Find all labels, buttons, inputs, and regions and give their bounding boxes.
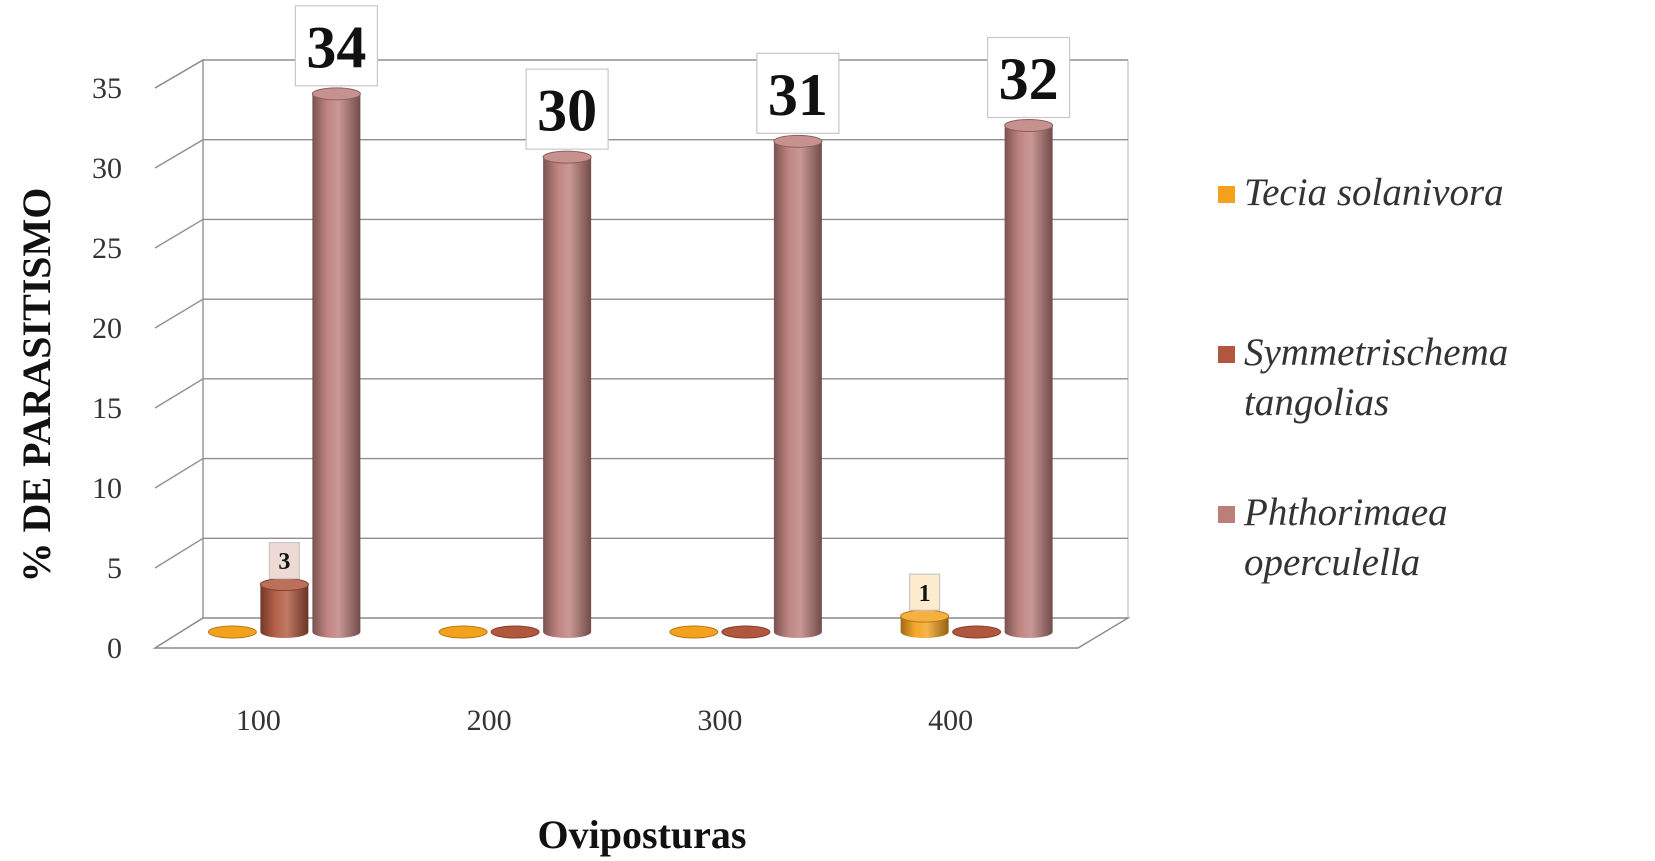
data-label: 30	[525, 68, 609, 150]
y-tick-label: 20	[92, 312, 122, 345]
y-tick-label: 15	[92, 392, 122, 425]
gridline	[154, 378, 1128, 409]
gridlines	[154, 59, 1128, 569]
gridline	[154, 218, 1128, 249]
bar-2-300	[773, 141, 822, 639]
data-label-text: 3	[278, 549, 290, 575]
bar-top-2-100	[311, 87, 361, 101]
gridline	[154, 457, 1128, 489]
legend-label: operculella	[1244, 541, 1420, 584]
bar-1-300	[721, 625, 771, 639]
bar-top-2-300	[773, 134, 823, 148]
bar-2-100	[312, 93, 361, 639]
x-tick-label: 400	[928, 704, 973, 737]
data-label: 34	[294, 5, 378, 87]
legend-item: Tecia solanivora	[1218, 171, 1504, 214]
y-axis-title: % DE PARASITISMO	[14, 188, 59, 583]
x-tick-label: 100	[236, 704, 281, 737]
x-axis-title: Oviposturas	[538, 812, 747, 857]
x-tick-label: 300	[697, 704, 742, 737]
legend-label: tangolias	[1244, 381, 1389, 424]
legend: Tecia solanivora Symmetrischema tangolias P…	[1218, 171, 1508, 584]
legend-swatch	[1218, 506, 1235, 523]
bar-0-200	[438, 625, 488, 639]
data-label-box	[525, 68, 609, 150]
bar-1-200	[490, 625, 540, 639]
data-label: 1	[909, 573, 941, 611]
bar-0-100	[207, 625, 257, 639]
y-tick-label: 10	[92, 472, 122, 505]
y-tick-label: 0	[107, 632, 122, 665]
data-labels: 3 34 30 31 1 32	[268, 5, 1071, 611]
data-label-box	[294, 5, 378, 87]
bar-top-2-200	[542, 150, 592, 164]
data-label-text: 31	[768, 62, 828, 128]
y-tick-label: 25	[92, 232, 122, 265]
data-label-box	[909, 573, 941, 611]
x-tick-label: 200	[467, 704, 512, 737]
side-wall	[154, 58, 204, 649]
chart-floor	[152, 617, 1131, 649]
legend-swatch	[1218, 186, 1235, 203]
bar-top-0-400	[900, 609, 950, 623]
data-label-box	[268, 541, 300, 580]
legend-item: Symmetrischema tangolias	[1218, 331, 1508, 424]
x-axis-ticks: 100 200 300 400	[236, 704, 973, 737]
legend-label: Tecia solanivora	[1244, 171, 1504, 214]
y-tick-label: 5	[107, 552, 122, 585]
legend-label: Symmetrischema	[1244, 331, 1508, 374]
bar-0-300	[669, 625, 719, 639]
legend-label: Phthorimaea	[1243, 491, 1448, 534]
data-label-text: 32	[999, 46, 1059, 112]
bar-1-100	[260, 584, 309, 638]
data-label: 32	[987, 36, 1071, 119]
gridline	[154, 139, 1128, 169]
chart-walls	[154, 58, 1129, 649]
bars	[207, 87, 1054, 639]
data-label-box	[987, 36, 1071, 119]
y-tick-label: 30	[92, 152, 122, 185]
data-label-box	[756, 52, 840, 134]
data-label-text: 30	[537, 78, 597, 144]
floor-plane	[152, 617, 1131, 649]
gridline	[154, 537, 1128, 569]
y-tick-label: 35	[92, 72, 122, 105]
bar-top-1-100	[259, 578, 309, 592]
legend-item: Phthorimaea operculella	[1218, 491, 1448, 584]
bar-top-2-400	[1004, 118, 1054, 132]
data-label-text: 1	[919, 581, 931, 607]
data-label-text: 34	[306, 14, 366, 80]
legend-swatch	[1218, 346, 1235, 363]
data-label: 31	[756, 52, 840, 134]
bar-2-400	[1004, 125, 1053, 638]
data-label: 3	[268, 541, 300, 580]
bar-2-200	[543, 157, 592, 638]
bar-1-400	[952, 625, 1002, 639]
y-axis-ticks: 0 5 10 15 20 25 30 35	[92, 72, 122, 665]
gridline	[154, 298, 1128, 329]
